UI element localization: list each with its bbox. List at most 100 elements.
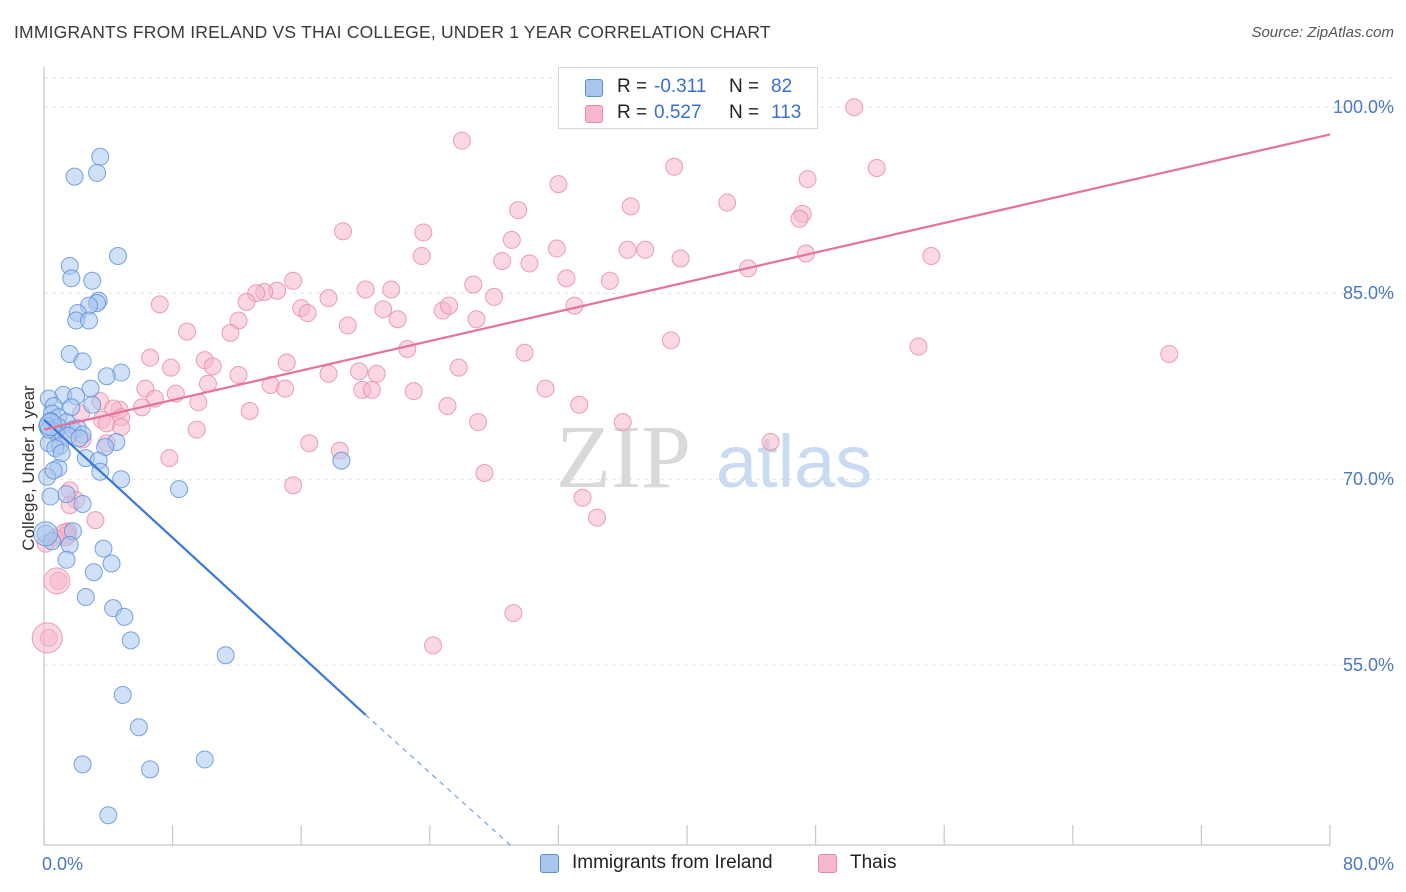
thais-point (221, 323, 240, 342)
thais-points (31, 98, 1179, 655)
thais-point (150, 295, 169, 314)
ireland-swatch (585, 79, 603, 97)
thais-point (229, 366, 248, 385)
ireland-point (73, 755, 92, 774)
r-value: 0.527 (654, 102, 702, 123)
thais-point (237, 292, 256, 311)
n-value: 82 (771, 76, 793, 97)
ireland-point (84, 563, 103, 582)
thais-point (240, 402, 259, 420)
thais-point (845, 98, 864, 117)
legend-thais-label: Thais (850, 852, 897, 873)
stats-box: R = -0.311 N = 82 R = 0.527 N = 113 (558, 67, 818, 129)
thais-point (867, 158, 886, 177)
thais-point (367, 364, 386, 383)
x-tick-label: 80.0% (1343, 854, 1394, 874)
ireland-point (88, 163, 107, 182)
thais-point (922, 247, 941, 265)
thais-point (536, 379, 555, 398)
thais-point (319, 289, 338, 308)
thais-point (798, 170, 817, 189)
ireland-trend-extension (365, 714, 511, 846)
thais-point (300, 434, 319, 453)
ireland-points (33, 147, 351, 825)
ireland-point (94, 539, 113, 558)
tick-labels: 55.0% 70.0% 85.0% 100.0% 0.0% 80.0% (42, 97, 1394, 874)
thais-point (112, 418, 131, 437)
thais-point (761, 433, 780, 451)
thais-point (333, 222, 352, 241)
thais-point (277, 353, 296, 372)
thais-point (502, 230, 521, 249)
ireland-point (65, 167, 84, 186)
thais-point (203, 357, 222, 376)
thais-point (449, 358, 468, 377)
thais-point (549, 175, 568, 194)
thais-point (388, 310, 407, 329)
ireland-point (99, 806, 118, 825)
thais-point (438, 397, 457, 416)
thais-point (178, 322, 197, 341)
y-tick-label: 55.0% (1343, 655, 1394, 675)
ireland-point (115, 607, 134, 626)
thais-point (161, 358, 180, 377)
ireland-point (80, 311, 99, 330)
thais-point (520, 254, 539, 273)
ireland-point (97, 367, 116, 386)
y-axis-title: College, Under 1 year (19, 385, 38, 551)
thais-point (319, 364, 338, 383)
ireland-trend-line (43, 418, 367, 716)
thais-point (412, 247, 431, 265)
thais-point (284, 476, 303, 495)
y-tick-label: 85.0% (1343, 283, 1394, 303)
thais-point (621, 197, 640, 216)
thais-point (414, 223, 433, 242)
r-label: R = (617, 76, 648, 97)
thais-point (398, 340, 417, 358)
thais-point (404, 382, 423, 401)
x-tick-label: 0.0% (42, 854, 83, 874)
n-label: N = (729, 102, 760, 123)
thais-point (515, 343, 534, 362)
y-tick-label: 70.0% (1343, 469, 1394, 489)
ireland-point (216, 646, 235, 665)
thais-point (276, 379, 295, 398)
trend-lines (43, 133, 1331, 846)
thais-point (440, 296, 459, 315)
thais-point (284, 271, 303, 290)
legend-ireland-swatch (540, 854, 559, 873)
ireland-point (52, 444, 71, 463)
thais-point (475, 464, 494, 482)
thais-point (43, 567, 71, 595)
ireland-point (91, 147, 110, 166)
thais-point (718, 193, 737, 212)
thais-point (187, 420, 206, 439)
thais-point (464, 275, 483, 294)
thais-point (600, 271, 619, 290)
n-value: 113 (771, 102, 802, 123)
stats-row-thais: R = 0.527 N = 113 (559, 102, 817, 128)
ireland-point (73, 352, 92, 371)
thais-point (493, 251, 512, 270)
ireland-point (33, 521, 59, 547)
ireland-point (73, 495, 92, 513)
thais-point (298, 304, 317, 323)
thais-point (557, 269, 576, 288)
thais-point (570, 395, 589, 414)
thais-point (613, 413, 632, 432)
chart-title: IMMIGRANTS FROM IRELAND VS THAI COLLEGE,… (14, 22, 771, 42)
thais-point (790, 209, 809, 228)
ireland-point (57, 550, 76, 569)
ireland-point (44, 461, 63, 480)
thais-point (338, 316, 357, 335)
ireland-point (76, 588, 95, 606)
thais-point (350, 362, 369, 381)
thais-point (141, 348, 160, 367)
ireland-point (62, 269, 81, 288)
thais-point (587, 508, 606, 527)
thais-point (467, 310, 486, 329)
thais-point (573, 488, 592, 507)
n-label: N = (729, 76, 760, 97)
legend-ireland-label: Immigrants from Ireland (572, 852, 773, 873)
ireland-point (41, 487, 60, 506)
